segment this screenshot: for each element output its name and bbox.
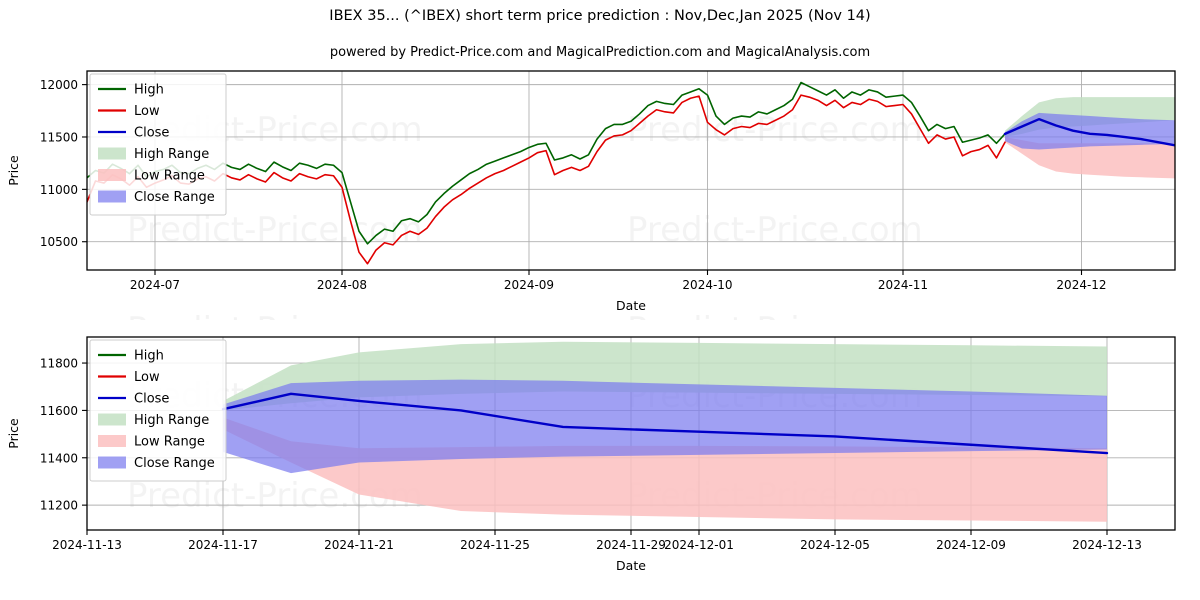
legend-swatch-band — [98, 456, 126, 469]
page-title: IBEX 35... (^IBEX) short term price pred… — [329, 8, 871, 24]
y-axis-label: Price — [6, 155, 21, 186]
x-tick-label: 2024-11-21 — [324, 538, 394, 552]
x-tick-label: 2024-10 — [682, 278, 732, 292]
legend-item-close[interactable]: Close — [98, 392, 169, 407]
band-close-range — [223, 379, 1107, 474]
legend-item-low-range[interactable]: Low Range — [98, 169, 205, 184]
top-chart: Predict-Price.com Predict-Price.com Predic… — [0, 60, 1200, 320]
x-tick-label: 2024-11-13 — [52, 538, 122, 552]
x-tick-label: 2024-12-01 — [664, 538, 734, 552]
legend: High Low Close High Range Low Range Close Ran… — [89, 73, 227, 216]
svg-text:Predict-Price.com: Predict-Price.com — [127, 210, 423, 250]
series-line-close — [221, 392, 1109, 455]
legend-item-high[interactable]: High — [98, 83, 164, 98]
x-tick-label: 2024-12-05 — [800, 538, 870, 552]
legend-item-high-range[interactable]: High Range — [98, 147, 209, 162]
y-axis-label: Price — [6, 418, 21, 449]
svg-text:Predict-Price.com: Predict-Price.com — [627, 310, 923, 320]
watermark: Predict-Price.com Predict-Price.com Predic… — [127, 110, 923, 320]
legend-swatch-band — [98, 435, 126, 447]
x-tick-label: 2024-09 — [504, 278, 554, 292]
legend-swatch-band — [98, 169, 126, 181]
legend-label: Close — [134, 126, 169, 141]
x-tick-label: 2024-11-25 — [460, 538, 530, 552]
legend-swatch-band — [98, 190, 126, 203]
svg-text:Predict-Price.com: Predict-Price.com — [627, 110, 923, 150]
x-tick-label: 2024-08 — [317, 278, 367, 292]
band-low-range — [223, 417, 1107, 522]
axes: 10500 11000 11500 12000 2024-07 2024-08 2024-0… — [40, 78, 1107, 292]
legend-label: Low — [134, 370, 160, 385]
y-tick-label: 10500 — [40, 235, 78, 249]
x-tick-label: 2024-11 — [878, 278, 928, 292]
bottom-chart: Predict-Price.comPredict-Price.comPredic… — [0, 325, 1200, 600]
legend-label: High — [134, 349, 164, 364]
x-axis-label: Date — [616, 558, 646, 573]
legend-label: Low — [134, 104, 160, 119]
legend-item-close[interactable]: Close — [98, 126, 169, 141]
y-tick-label: 12000 — [40, 78, 78, 92]
legend-label: High — [134, 83, 164, 98]
legend-label: High Range — [134, 413, 209, 428]
x-tick-label: 2024-07 — [130, 278, 180, 292]
legend-swatch-band — [98, 413, 126, 426]
x-axis-label: Date — [616, 298, 646, 313]
x-tick-label: 2024-11-17 — [188, 538, 258, 552]
legend-label: Low Range — [134, 435, 205, 450]
legend: High Low Close High Range Low Range Close Ran… — [89, 339, 227, 482]
x-tick-label: 2024-12-13 — [1072, 538, 1142, 552]
legend-label: Low Range — [134, 169, 205, 184]
legend-item-high[interactable]: High — [98, 349, 164, 364]
y-tick-label: 11800 — [40, 357, 78, 371]
plot-frame — [86, 70, 1176, 271]
legend-item-high-range[interactable]: High Range — [98, 413, 209, 428]
y-tick-label: 11200 — [40, 499, 78, 513]
legend-label: High Range — [134, 147, 209, 162]
legend-swatch-band — [98, 147, 126, 160]
x-tick-label: 2024-12 — [1056, 278, 1106, 292]
y-tick-label: 11400 — [40, 451, 78, 465]
svg-text:Predict-Price.com: Predict-Price.com — [127, 310, 423, 320]
legend-item-low-range[interactable]: Low Range — [98, 435, 205, 450]
series-line-low — [87, 94, 1006, 265]
legend-label: Close — [134, 392, 169, 407]
x-tick-label: 2024-12-09 — [936, 538, 1006, 552]
page-subtitle: powered by Predict-Price.com and Magical… — [329, 45, 871, 60]
series-line-high — [87, 81, 1006, 245]
legend-item-low[interactable]: Low — [98, 370, 160, 385]
y-tick-label: 11500 — [40, 130, 78, 144]
legend-label: Close Range — [134, 456, 215, 471]
legend-item-low[interactable]: Low — [98, 104, 160, 119]
x-tick-label: 2024-11-29 — [596, 538, 666, 552]
y-tick-label: 11000 — [40, 183, 78, 197]
svg-text:Predict-Price.com: Predict-Price.com — [627, 210, 923, 250]
legend-item-close-range[interactable]: Close Range — [98, 456, 215, 471]
y-tick-label: 11600 — [40, 404, 78, 418]
legend-item-close-range[interactable]: Close Range — [98, 190, 215, 205]
axes: 11200 11400 11600 11800 2024-11-13 2024-11-17… — [40, 357, 1142, 552]
series-line-close — [1003, 117, 1175, 147]
legend-label: Close Range — [134, 190, 215, 205]
